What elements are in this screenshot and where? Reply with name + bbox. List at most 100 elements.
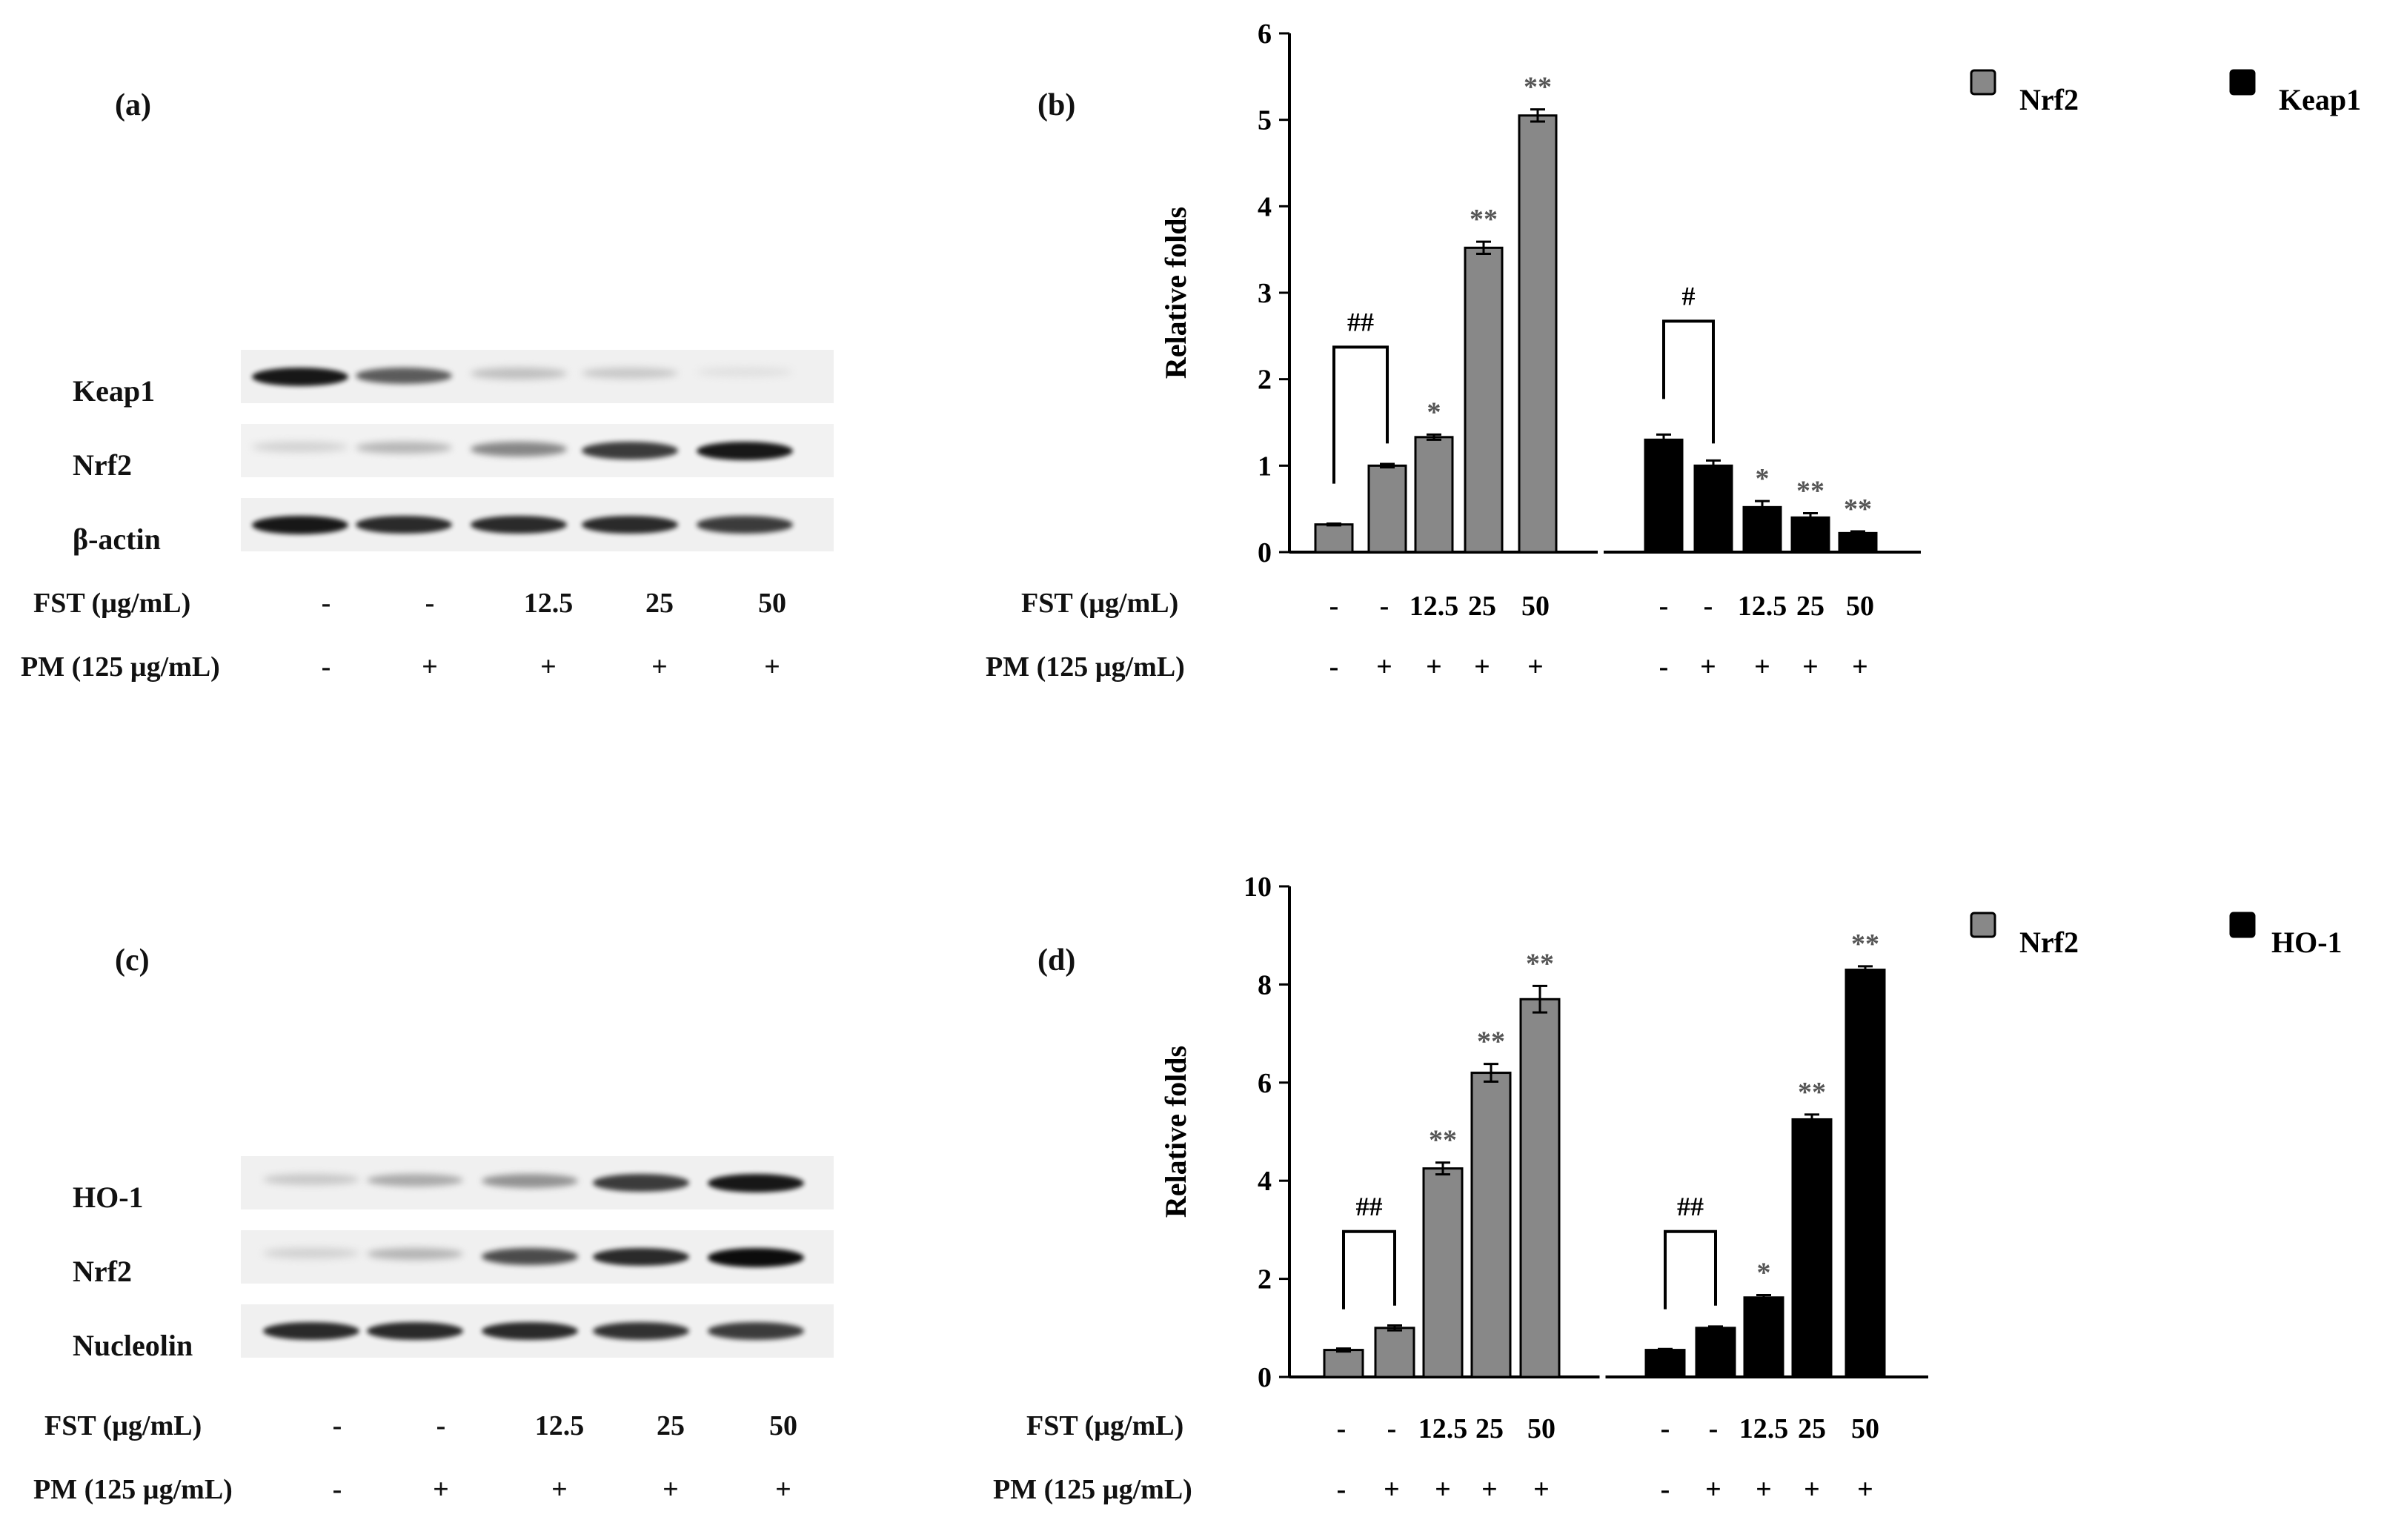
y-tick-label: 0: [1258, 1362, 1272, 1393]
blot-band: [252, 368, 348, 387]
blot-band: [697, 442, 793, 461]
panel-label-a: (a): [115, 88, 151, 122]
fst-value: 50: [1527, 1413, 1555, 1444]
pm-value: +: [1705, 1474, 1721, 1505]
panel-label-d: (d): [1037, 943, 1076, 978]
fst-value: -: [1659, 591, 1669, 622]
pm-value: +: [1474, 651, 1490, 683]
fst-label-d: FST (µg/mL): [1026, 1410, 1184, 1441]
bar: [1791, 1118, 1833, 1378]
fst-value: 25: [1796, 591, 1824, 622]
blot-band: [263, 1174, 359, 1185]
pm-value: +: [422, 651, 438, 683]
fst-value: -: [1337, 1413, 1347, 1444]
blot-band: [708, 1248, 804, 1267]
y-tick-label: 10: [1244, 872, 1272, 903]
y-tick-label: 8: [1258, 969, 1272, 1000]
fst-value: 50: [758, 588, 786, 619]
blot-row-label-nrf2: Nrf2: [73, 1255, 132, 1288]
blot-band: [593, 1174, 689, 1192]
fst-label-b: FST (µg/mL): [1021, 588, 1179, 619]
bar: [1367, 464, 1407, 554]
pm-value: +: [1804, 1474, 1820, 1505]
blot-band: [263, 1248, 359, 1258]
y-tick-label: 6: [1258, 1068, 1272, 1099]
fst-label-c: FST (µg/mL): [44, 1410, 202, 1441]
pm-label-d: PM (125 µg/mL): [993, 1474, 1192, 1505]
pm-value: +: [651, 651, 668, 683]
significance-marker: **: [1526, 948, 1554, 979]
pm-value: +: [1426, 651, 1442, 683]
bracket-label: ##: [1356, 1192, 1383, 1221]
legend-label: Keap1: [2279, 83, 2361, 116]
panel-label-b: (b): [1037, 88, 1076, 122]
blot-band: [356, 368, 452, 384]
significance-marker: *: [1757, 1257, 1771, 1288]
bar: [1422, 1167, 1464, 1378]
pm-value: +: [433, 1474, 449, 1505]
bar: [1644, 1349, 1686, 1378]
y-axis-label: Relative folds: [1159, 1046, 1192, 1218]
blot-band: [471, 368, 567, 379]
significance-bracket: [1332, 345, 1389, 484]
pm-value: +: [1802, 651, 1819, 683]
pm-value: +: [1852, 651, 1868, 683]
significance-marker: *: [1756, 463, 1770, 494]
fst-value: -: [1661, 1413, 1670, 1444]
blot-row-label-ho1: HO-1: [73, 1181, 144, 1214]
fst-value: -: [436, 1410, 446, 1441]
significance-marker: **: [1524, 72, 1552, 103]
bar: [1314, 523, 1354, 554]
y-axis-label: Relative folds: [1159, 207, 1192, 379]
pm-value: +: [1857, 1474, 1873, 1505]
y-tick-label: 2: [1258, 365, 1272, 396]
pm-value: -: [332, 1474, 342, 1505]
fst-value: 25: [1798, 1413, 1826, 1444]
significance-marker: **: [1470, 204, 1498, 235]
pm-value: -: [1329, 651, 1339, 683]
pm-value: +: [764, 651, 780, 683]
fst-value: -: [1704, 591, 1713, 622]
pm-value: +: [1435, 1474, 1451, 1505]
bar: [1693, 464, 1733, 554]
significance-marker: **: [1796, 476, 1824, 507]
blot-band: [697, 516, 793, 534]
pm-value: +: [1527, 651, 1544, 683]
pm-value: +: [1384, 1474, 1400, 1505]
fst-value: 25: [1475, 1413, 1504, 1444]
bar: [1414, 436, 1454, 554]
blot-band: [482, 1248, 578, 1265]
y-tick-label: 4: [1258, 1166, 1272, 1197]
blot-row-label-nrf2: Nrf2: [73, 448, 132, 482]
fst-value: -: [425, 588, 435, 619]
bar: [1695, 1327, 1736, 1378]
fst-value: 25: [1468, 591, 1496, 622]
bar: [1838, 531, 1878, 554]
blot-band: [471, 516, 567, 534]
fst-value: 50: [769, 1410, 797, 1441]
y-tick-label: 2: [1258, 1264, 1272, 1295]
fst-value: -: [1387, 1413, 1397, 1444]
fst-value: 12.5: [523, 588, 574, 619]
pm-value: +: [540, 651, 557, 683]
blot-band: [367, 1174, 463, 1187]
pm-value: -: [1337, 1474, 1347, 1505]
fst-value: 25: [645, 588, 674, 619]
fst-value: 12.5: [534, 1410, 585, 1441]
bar: [1519, 998, 1561, 1378]
pm-value: -: [321, 651, 331, 683]
blot-band: [582, 442, 678, 459]
blot-band: [356, 516, 452, 534]
y-tick-label: 3: [1258, 278, 1272, 309]
blot-row-label-keap1: Keap1: [73, 374, 156, 408]
fst-value: 50: [1521, 591, 1550, 622]
blot-band: [593, 1248, 689, 1267]
pm-value: -: [1659, 651, 1669, 683]
bar: [1470, 1072, 1512, 1378]
blot-band: [582, 368, 678, 379]
fst-value: -: [321, 588, 331, 619]
bracket-label: #: [1682, 281, 1696, 311]
significance-marker: **: [1851, 929, 1879, 960]
fst-value: 12.5: [1418, 1413, 1468, 1444]
